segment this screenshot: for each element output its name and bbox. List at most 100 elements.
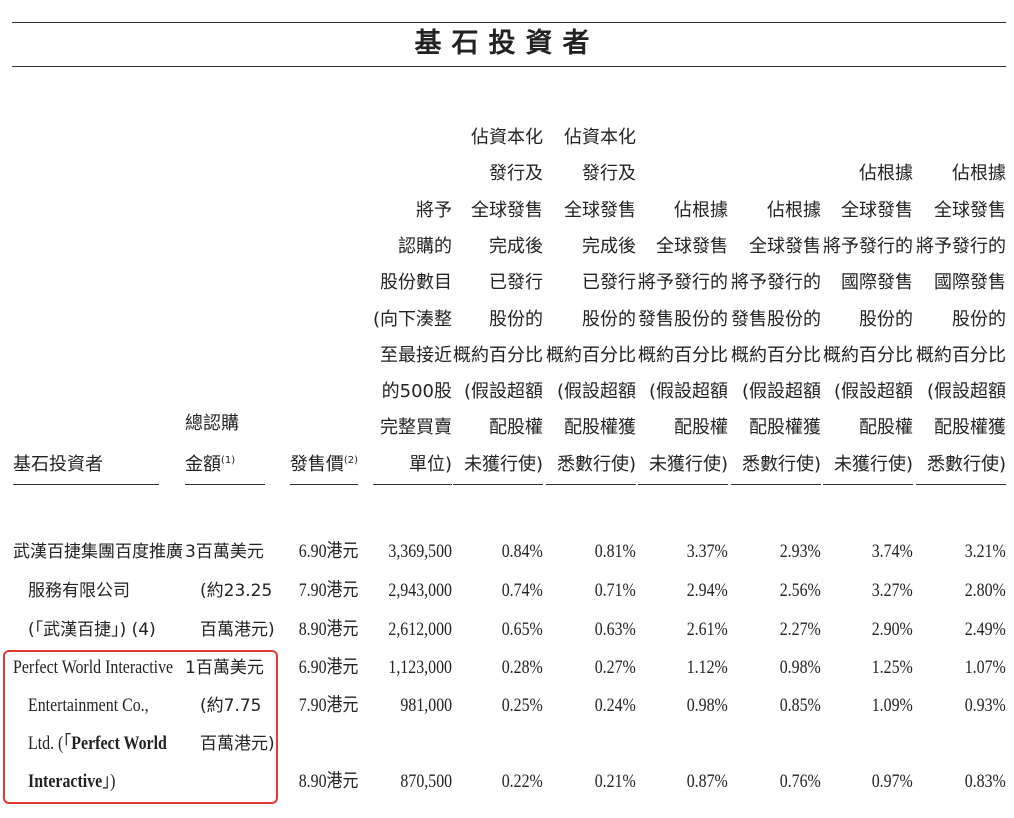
header-line: 全球發售 [841,199,913,221]
header-column: 總認購金額(1) [185,406,265,485]
investor-name-line: Entertainment Co., [28,696,149,716]
table-cell: 0.63% [594,620,636,640]
table-cell: 7.90港元 [298,581,358,601]
investor-name-line: (「武漢百捷」) (4) [28,620,156,640]
header-line: 完成後 [489,235,543,257]
table-cell: 7.90港元 [298,696,358,716]
header-line: 將予發行的 [916,235,1006,257]
header-line: (向下湊整 [372,308,452,330]
header-line: 發行及 [489,163,543,185]
header-line: 將予發行的 [638,272,728,294]
header-line: 悉數行使) [741,453,821,475]
header-line: 佔根據 [859,163,913,185]
table-cell: 3.74% [871,542,913,562]
table-cell: 2.61% [686,620,728,640]
header-line: 基石投資者 [13,453,103,475]
header-line: 將予 [416,199,452,221]
header-line: 至最接近 [380,344,452,366]
header-line: 完成後 [582,235,636,257]
header-line: 概約百分比 [453,344,543,366]
header-line: 佔資本化 [564,127,636,149]
table-cell: 0.93% [964,696,1006,716]
header-line: 股份的 [582,308,636,330]
table-cell: 2.80% [964,581,1006,601]
header-line: 已發行 [489,272,543,294]
header-line: (假設超額 [926,381,1006,403]
table-cell: 2.90% [871,620,913,640]
header-line: 概約百分比 [638,344,728,366]
header-line: (假設超額 [648,381,728,403]
header-line: 概約百分比 [546,344,636,366]
header-line: 全球發售 [934,199,1006,221]
table-cell: 0.98% [779,658,821,678]
header-line: 概約百分比 [916,344,1006,366]
header-column: 基石投資者 [13,447,159,485]
header-line: 國際發售 [934,272,1006,294]
table-cell: 0.71% [594,581,636,601]
header-column: 佔根據 全球發售 將予發行的 國際發售 股份的 概約百分比 (假設超額 配股權 未獲行使) [823,156,913,485]
header-underline-group: 總認購金額(1) [185,406,265,485]
table-cell: 1.12% [686,658,728,678]
header-line: 發售價(2) [289,453,358,475]
top-rule [12,22,1006,23]
header-line: 佔根據 [674,199,728,221]
footnote-marker: (2) [343,454,358,466]
table-cell: 3,369,500 [388,542,452,562]
table-cell: 0.74% [501,581,543,601]
subscription-amount-line: 3百萬美元 [185,542,264,562]
header-line: 股份的 [859,308,913,330]
table-cell: 3.27% [871,581,913,601]
header-line: 總認購 [185,413,239,435]
table-cell: 0.22% [501,772,543,792]
header-line: 認購的 [398,235,452,257]
header-line: 佔資本化 [471,127,543,149]
header-line: 股份數目 [380,272,452,294]
header-line: 發行及 [582,163,636,185]
table-cell: 1.07% [964,658,1006,678]
table-cell: 2.56% [779,581,821,601]
header-line: 配股權 [489,417,543,439]
header-line: 金額(1) [185,453,236,475]
table-cell: 0.84% [501,542,543,562]
header-underline-group: 佔根據 全球發售 將予發行的 國際發售 股份的 概約百分比 (假設超額 配股權獲 悉數行使) [916,156,1006,485]
investor-name-line: Ltd. (「Perfect World [28,734,167,754]
header-line: 發售股份的 [731,308,821,330]
table-cell: 0.21% [594,772,636,792]
table-cell: 0.85% [779,696,821,716]
header-column: 佔根據 全球發售 將予發行的 國際發售 股份的 概約百分比 (假設超額 配股權獲 悉數行使) [916,156,1006,485]
header-column: 佔資本化 發行及 全球發售 完成後 已發行 股份的 概約百分比 (假設超額 配股權獲 悉數行使) [546,120,636,485]
header-line: 的500股 [381,381,452,403]
header-line: 概約百分比 [823,344,913,366]
table-cell: 6.90港元 [298,542,358,562]
header-line: 概約百分比 [731,344,821,366]
header-column: 佔根據 全球發售 將予發行的 發售股份的 概約百分比 (假設超額 配股權獲 悉數行使) [731,193,821,485]
investor-name-line: 服務有限公司 [28,581,130,601]
header-line: 全球發售 [564,199,636,221]
table-cell: 0.76% [779,772,821,792]
table-cell: 0.65% [501,620,543,640]
table-cell: 1.09% [871,696,913,716]
table-cell: 2,943,000 [388,581,452,601]
table-cell: 1,123,000 [388,658,452,678]
header-line: 配股權獲 [564,417,636,439]
investor-name-line: Perfect World Interactive [13,658,174,678]
header-underline-group: 將予 認購的 股份數目 (向下湊整 至最接近 的500股 完整買賣 單位) [372,193,452,485]
investor-short-name: Interactive [28,772,103,792]
table-cell: 0.28% [501,658,543,678]
table-cell: 2.49% [964,620,1006,640]
header-column: 發售價(2) [289,443,358,485]
header-line: 配股權 [674,417,728,439]
subscription-amount-line: 1百萬美元 [185,658,264,678]
header-line: (假設超額 [463,381,543,403]
header-line: (假設超額 [833,381,913,403]
header-line: 悉數行使) [926,453,1006,475]
header-line: 將予發行的 [823,235,913,257]
header-line: 配股權獲 [749,417,821,439]
table-cell: 0.87% [686,772,728,792]
subscription-amount-line: (約7.75 [200,696,262,716]
table-cell: 8.90港元 [298,772,358,792]
investor-short-name: Perfect World [71,734,167,754]
header-line: 將予發行的 [731,272,821,294]
header-line: 單位) [408,453,452,475]
highlight-box [3,650,278,804]
